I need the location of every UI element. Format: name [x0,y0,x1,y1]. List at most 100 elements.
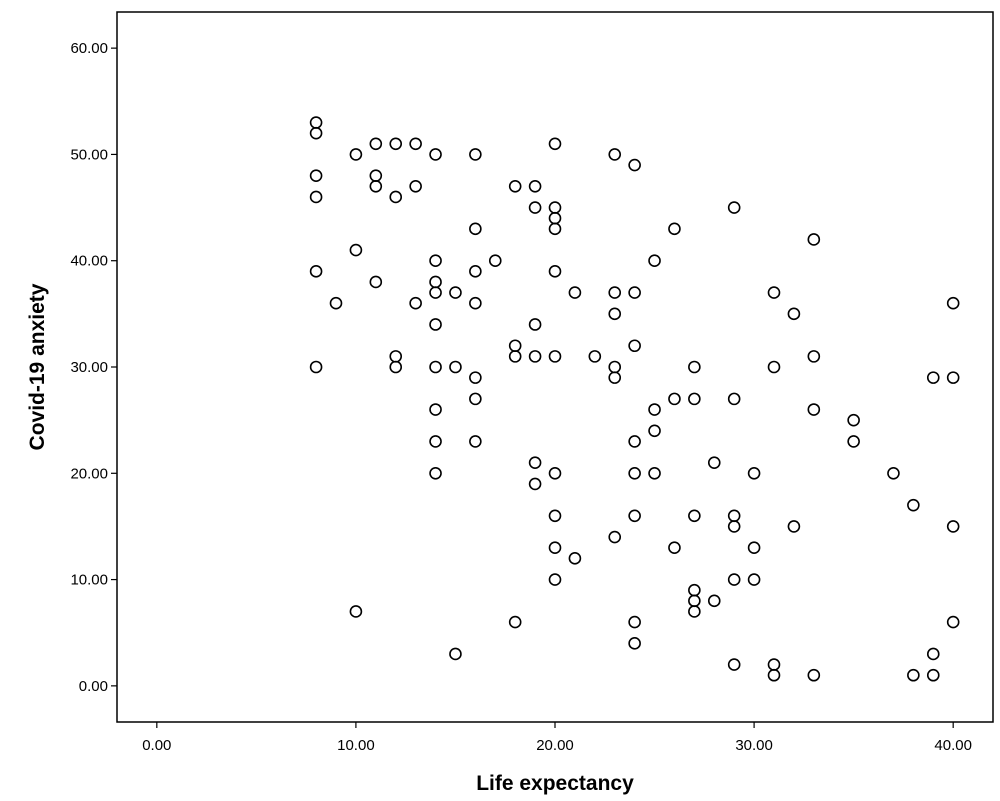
y-tick-label: 40.00 [70,253,108,270]
data-point [369,137,383,151]
data-point [628,158,641,172]
data-point [608,371,622,384]
data-point [608,530,622,544]
data-point [449,286,462,299]
data-point [727,658,741,671]
x-tick-label: 40.00 [934,737,972,754]
x-axis-title: Life expectancy [476,772,634,795]
data-point [747,541,761,554]
data-point [349,148,363,161]
data-point [727,573,741,586]
data-point [767,286,781,299]
y-tick-label: 0.00 [79,678,108,695]
data-point [528,318,542,331]
y-tick-label: 30.00 [70,359,108,376]
y-tick-label: 50.00 [70,146,108,163]
y-axis-title: Covid-19 anxiety [26,283,49,450]
data-point [907,668,920,682]
data-point [648,254,661,268]
data-point [389,190,403,204]
data-point [469,392,482,406]
data-point [767,668,781,682]
data-point [807,350,821,363]
data-point [807,233,821,246]
data-point [887,466,900,480]
data-point [688,360,701,374]
data-point [688,605,701,618]
data-point [787,307,801,321]
data-point [309,190,323,204]
data-points [309,116,960,682]
data-point [946,296,960,310]
y-tick-label: 60.00 [70,40,108,57]
data-point [727,520,741,533]
data-point [548,222,562,236]
data-point [548,573,562,586]
data-point [628,637,641,650]
data-point [946,371,960,384]
data-point [588,350,602,363]
data-point [369,275,383,289]
data-point [349,605,363,618]
data-point [369,180,383,193]
data-point [469,148,482,161]
data-point [528,456,542,469]
x-axis: 0.00 10.00 20.00 30.00 40.00 [142,722,972,754]
x-tick-label: 30.00 [735,737,773,754]
data-point [508,350,522,363]
data-point [548,137,562,151]
data-point [568,552,582,565]
data-point [429,466,442,480]
y-tick-label: 20.00 [70,465,108,482]
data-point [429,318,442,331]
data-point [926,668,940,682]
x-tick-label: 10.00 [337,737,375,754]
data-point [309,360,323,374]
data-point [608,307,622,321]
data-point [707,456,721,469]
data-point [429,148,442,161]
data-point [747,466,761,480]
data-point [548,509,562,523]
data-point [628,466,641,480]
data-point [469,222,482,236]
data-point [429,435,442,448]
data-point [469,435,482,448]
data-point [628,509,641,523]
data-point [309,126,323,140]
data-point [628,435,641,448]
data-point [707,594,721,608]
y-axis: 0.00 10.00 20.00 30.00 40.00 50.00 60.00 [70,40,117,695]
data-point [469,265,482,278]
data-point [429,360,442,374]
data-point [668,222,681,236]
data-point [628,339,641,353]
data-point [548,541,562,554]
data-point [528,201,542,214]
data-point [409,137,422,151]
data-point [787,520,801,533]
data-point [528,180,542,193]
plot-frame [116,11,994,723]
x-tick-label: 0.00 [142,737,171,754]
data-point [429,286,442,299]
data-point [469,371,482,384]
data-point [727,392,741,406]
data-point [429,254,442,268]
data-point [488,254,502,268]
data-point [727,201,741,214]
data-point [449,360,462,374]
data-point [409,296,422,310]
data-point [548,466,562,480]
data-point [926,647,940,661]
data-point [807,668,821,682]
data-point [648,466,661,480]
data-point [648,424,661,438]
data-point [688,509,701,523]
data-point [668,392,681,406]
data-point [907,498,920,512]
data-point [946,615,960,629]
data-point [668,541,681,554]
data-point [608,148,622,161]
data-point [469,296,482,310]
